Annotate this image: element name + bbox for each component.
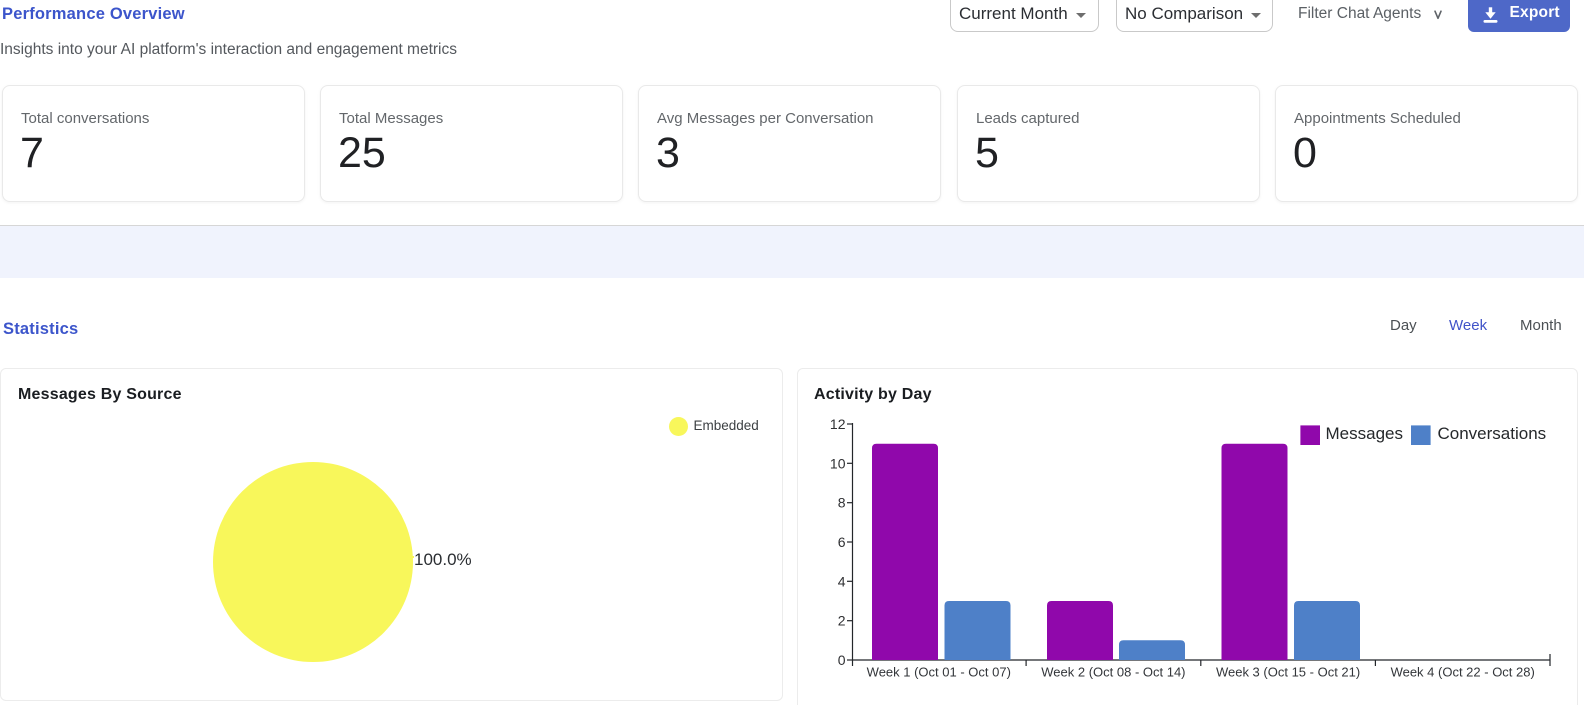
svg-text:6: 6 [838,534,846,550]
svg-text:Week 3 (Oct 15 - Oct 21): Week 3 (Oct 15 - Oct 21) [1216,664,1360,679]
svg-text:Messages: Messages [1326,424,1403,443]
svg-text:12: 12 [830,416,846,432]
svg-text:4: 4 [838,573,846,589]
svg-text:Week 1 (Oct 01 - Oct 07): Week 1 (Oct 01 - Oct 07) [867,664,1011,679]
svg-text:Week 4 (Oct 22 - Oct 28): Week 4 (Oct 22 - Oct 28) [1391,664,1535,679]
svg-text:Week 2 (Oct 08 - Oct 14): Week 2 (Oct 08 - Oct 14) [1041,664,1185,679]
svg-text:10: 10 [830,455,846,471]
svg-text:Conversations: Conversations [1438,424,1547,443]
svg-text:2: 2 [838,613,846,629]
svg-text:0: 0 [838,652,846,668]
svg-text:8: 8 [838,495,846,511]
